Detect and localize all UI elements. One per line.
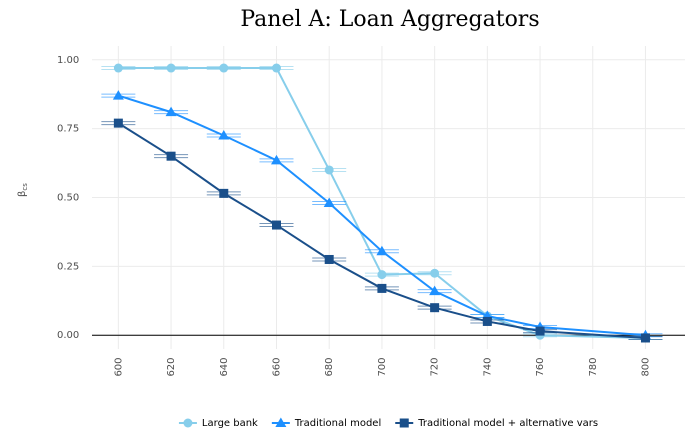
point	[270, 154, 282, 165]
point	[323, 197, 335, 208]
x-tick-label: 620	[166, 357, 177, 376]
chart-title: Panel A: Loan Aggregators	[240, 7, 539, 32]
point	[219, 63, 229, 73]
x-tick-label: 640	[219, 357, 230, 376]
y-tick-label: 0.75	[57, 124, 79, 135]
y-axis-label: βcs	[17, 183, 29, 197]
point	[113, 118, 123, 128]
series-line	[117, 122, 646, 339]
x-tick-label: 740	[482, 357, 493, 376]
point	[324, 165, 334, 175]
point	[219, 188, 229, 198]
y-tick-label: 1.00	[57, 55, 79, 66]
y-label-main: β	[17, 191, 28, 197]
legend-label: Traditional model + alternative vars	[417, 418, 598, 429]
point	[218, 130, 230, 140]
point	[271, 220, 281, 230]
point	[376, 245, 388, 256]
legend-marker	[183, 418, 193, 428]
point	[482, 316, 492, 326]
legend-label: Large bank	[202, 418, 258, 429]
point	[324, 254, 334, 264]
y-tick-label: 0.50	[57, 193, 79, 204]
point	[271, 63, 281, 73]
x-tick-label: 680	[324, 357, 335, 376]
point	[430, 268, 440, 278]
y-tick-label: 0.25	[57, 261, 79, 272]
legend-marker	[399, 418, 409, 428]
point	[113, 63, 123, 73]
y-tick-label: 0.00	[57, 330, 79, 341]
point	[430, 303, 440, 313]
x-tick-label: 700	[377, 357, 388, 376]
legend-marker	[275, 417, 287, 427]
point	[166, 63, 176, 73]
y-label-sub: cs	[21, 183, 29, 191]
x-tick-label: 720	[430, 357, 441, 376]
point	[112, 90, 124, 100]
point	[640, 333, 650, 343]
x-tick-label: 660	[271, 357, 282, 376]
x-tick-label: 800	[640, 357, 651, 376]
x-tick-label: 760	[535, 357, 546, 376]
point	[377, 270, 387, 280]
x-tick-label: 600	[113, 357, 124, 376]
point	[429, 285, 441, 296]
point	[166, 151, 176, 161]
x-tick-label: 780	[588, 357, 599, 376]
series-line	[118, 94, 646, 337]
point	[535, 326, 545, 336]
point	[165, 106, 177, 117]
legend-label: Traditional model	[294, 418, 381, 429]
point	[377, 283, 387, 293]
legend: Large bank Traditional model Traditional m…	[178, 417, 598, 429]
